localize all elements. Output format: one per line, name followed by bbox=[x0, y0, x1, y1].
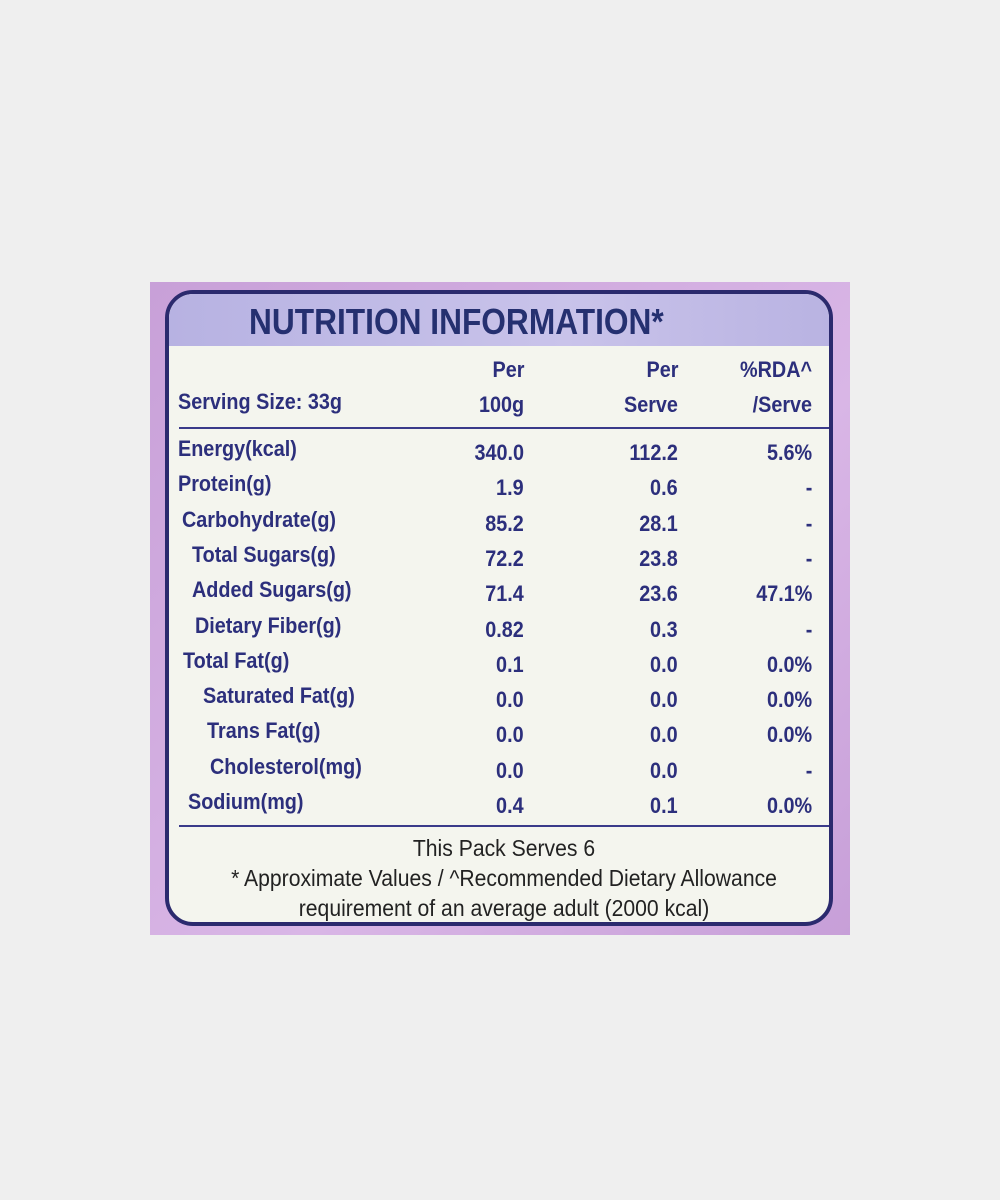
cell: 0.6 bbox=[650, 475, 678, 501]
cell: 0.0 bbox=[496, 757, 524, 783]
cell: 0.1 bbox=[496, 651, 524, 677]
header-band bbox=[169, 294, 829, 346]
column-header: 100g bbox=[478, 392, 524, 417]
row-label: Energy(kcal) bbox=[178, 436, 297, 461]
row-label: Carbohydrate(g) bbox=[182, 506, 337, 532]
cell: 28.1 bbox=[639, 510, 678, 536]
row-label: Sodium(mg) bbox=[188, 789, 304, 814]
column-header: %RDA^ bbox=[739, 357, 812, 382]
row-label: Dietary Fiber(g) bbox=[195, 612, 342, 638]
cell: 0.0 bbox=[650, 722, 678, 748]
cell: 1.9 bbox=[496, 475, 524, 501]
column-header: Per bbox=[492, 357, 524, 382]
row-label: Saturated Fat(g) bbox=[203, 683, 355, 709]
title: NUTRITION INFORMATION* bbox=[249, 301, 664, 342]
cell: 0.0 bbox=[650, 651, 678, 677]
cell: 71.4 bbox=[485, 581, 524, 607]
cell: 72.2 bbox=[485, 545, 524, 571]
cell: 0.0 bbox=[496, 687, 524, 713]
cell: 340.0 bbox=[474, 440, 524, 465]
row-label: Protein(g) bbox=[178, 471, 272, 497]
label-photo: NUTRITION INFORMATION* Serving Size: 33g… bbox=[150, 282, 850, 935]
row-label: Cholesterol(mg) bbox=[210, 753, 362, 779]
cell: 112.2 bbox=[629, 440, 678, 465]
serves-note: This Pack Serves 6 bbox=[412, 835, 596, 861]
row-label: Added Sugars(g) bbox=[192, 577, 352, 603]
cell: 0.0% bbox=[766, 722, 812, 748]
row-label: Total Fat(g) bbox=[183, 647, 290, 673]
footnote: requirement of an average adult (2000 kc… bbox=[298, 895, 710, 921]
cell: 47.1% bbox=[755, 581, 812, 607]
cell: 0.0 bbox=[650, 687, 678, 713]
row-label: Trans Fat(g) bbox=[207, 718, 321, 744]
column-header: Per bbox=[646, 357, 678, 382]
cell: 0.0 bbox=[650, 757, 678, 783]
label-panel: NUTRITION INFORMATION* Serving Size: 33g… bbox=[165, 290, 833, 926]
cell: 0.82 bbox=[485, 616, 524, 642]
cell: 0.1 bbox=[650, 793, 678, 818]
cell: 5.6% bbox=[766, 440, 812, 465]
divider bbox=[179, 825, 829, 827]
cell: - bbox=[805, 545, 812, 571]
cell: - bbox=[805, 616, 812, 642]
cell: - bbox=[805, 510, 812, 536]
cell: 23.6 bbox=[639, 581, 678, 607]
column-header: Serve bbox=[624, 392, 678, 417]
serving-size: Serving Size: 33g bbox=[178, 389, 342, 414]
cell: 0.0% bbox=[766, 687, 812, 713]
cell: 0.0% bbox=[766, 651, 812, 677]
cell: 23.8 bbox=[639, 545, 678, 571]
divider bbox=[179, 427, 829, 429]
footnote: * Approximate Values / ^Recommended Diet… bbox=[231, 865, 777, 891]
cell: 0.4 bbox=[496, 793, 524, 818]
column-header: /Serve bbox=[752, 392, 812, 417]
row-label: Total Sugars(g) bbox=[192, 541, 336, 567]
cell: 0.0 bbox=[496, 722, 524, 748]
cell: - bbox=[805, 757, 812, 783]
cell: 0.0% bbox=[766, 793, 812, 818]
cell: - bbox=[805, 475, 812, 501]
cell: 85.2 bbox=[485, 510, 524, 536]
cell: 0.3 bbox=[650, 616, 678, 642]
